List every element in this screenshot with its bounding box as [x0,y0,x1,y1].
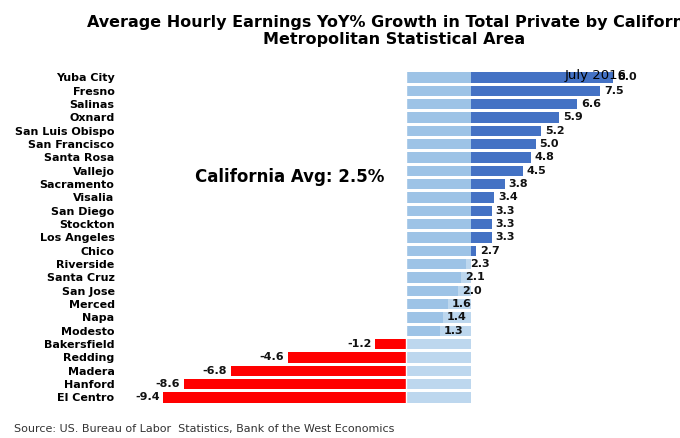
Bar [407,299,471,309]
Text: 3.4: 3.4 [498,192,518,202]
Bar [471,205,492,216]
Bar [407,112,471,123]
Text: 3.3: 3.3 [496,206,515,216]
Text: -6.8: -6.8 [203,366,227,376]
Bar [407,232,471,243]
Bar [471,166,523,176]
Bar [407,312,443,323]
Bar [471,192,494,203]
Bar [471,72,613,83]
Bar [471,139,536,149]
Bar [407,379,471,389]
Bar [407,366,471,376]
Bar [407,192,471,203]
Bar [407,126,471,136]
Text: 5.0: 5.0 [540,139,559,149]
Bar [407,205,471,216]
Bar [407,126,471,136]
Text: 3.8: 3.8 [509,179,528,189]
Bar [407,259,471,269]
Bar [407,152,471,162]
Bar [407,99,471,109]
Text: 3.3: 3.3 [496,233,515,243]
Bar [471,232,492,243]
Bar [407,166,471,176]
Text: 4.5: 4.5 [527,166,547,176]
Text: 8.0: 8.0 [617,72,636,82]
Bar [471,85,600,96]
Text: -4.6: -4.6 [259,353,284,363]
Text: 3.3: 3.3 [496,219,515,229]
Bar [407,219,471,230]
Bar [407,205,471,216]
Bar [407,72,471,83]
Bar [407,299,448,309]
Bar [407,325,471,336]
Bar [407,112,471,123]
Bar [471,219,492,230]
Text: 2.0: 2.0 [462,286,481,296]
Bar [407,139,471,149]
Text: 4.8: 4.8 [534,152,554,162]
Bar [407,272,461,283]
Text: 2.7: 2.7 [480,246,500,256]
Bar [407,325,440,336]
Bar [407,219,471,230]
Bar [163,392,407,403]
Bar [407,166,471,176]
Text: Source: US. Bureau of Labor  Statistics, Bank of the West Economics: Source: US. Bureau of Labor Statistics, … [14,424,394,434]
Text: California Avg: 2.5%: California Avg: 2.5% [195,169,385,187]
Bar [407,72,471,83]
Text: 1.4: 1.4 [447,312,466,322]
Bar [407,179,471,189]
Text: -8.6: -8.6 [156,379,180,389]
Bar [407,232,471,243]
Bar [407,85,471,96]
Text: 2.1: 2.1 [464,272,484,283]
Bar [407,286,458,296]
Text: 2.3: 2.3 [470,259,490,269]
Bar [231,366,407,376]
Text: July 2016: July 2016 [564,69,626,82]
Bar [407,339,471,350]
Bar [407,139,471,149]
Bar [407,246,471,256]
Bar [471,112,559,123]
Bar [407,85,471,96]
Text: 5.2: 5.2 [545,126,564,136]
Bar [471,179,505,189]
Bar [288,352,407,363]
Bar [407,312,471,323]
Bar [375,339,407,350]
Bar [471,246,476,256]
Bar [407,192,471,203]
Text: 7.5: 7.5 [605,86,624,96]
Bar [407,259,466,269]
Bar [407,246,471,256]
Text: 1.3: 1.3 [444,326,464,336]
Text: 5.9: 5.9 [563,113,583,122]
Text: 6.6: 6.6 [581,99,601,109]
Bar [407,152,471,162]
Bar [407,99,471,109]
Text: 1.6: 1.6 [452,299,472,309]
Title: Average Hourly Earnings YoY% Growth in Total Private by California
Metropolitan : Average Hourly Earnings YoY% Growth in T… [87,15,680,47]
Bar [184,379,407,389]
Bar [471,126,541,136]
Text: -1.2: -1.2 [347,339,371,349]
Bar [471,99,577,109]
Bar [407,392,471,403]
Bar [407,352,471,363]
Bar [471,152,530,162]
Bar [407,179,471,189]
Bar [407,286,471,296]
Bar [407,272,471,283]
Text: -9.4: -9.4 [135,392,160,403]
